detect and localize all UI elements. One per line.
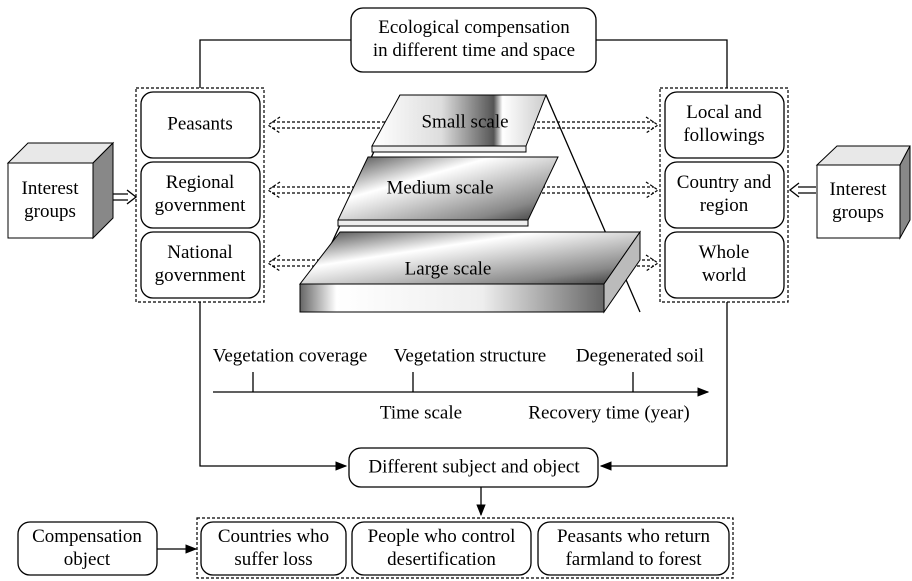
title-line: Ecological compensation — [378, 17, 570, 38]
left-box-label: government — [155, 265, 246, 286]
right-box-label: world — [702, 265, 747, 286]
connector — [601, 302, 727, 466]
axis-label: Time scale — [380, 402, 462, 423]
right-box-label: Whole — [699, 242, 750, 263]
interest-label: groups — [24, 201, 76, 222]
right-box-label: followings — [683, 125, 764, 146]
scale-label: Medium scale — [386, 177, 493, 198]
scale-label: Small scale — [421, 111, 508, 132]
object-label: farmland to forest — [565, 549, 702, 570]
stage-label: Vegetation coverage — [213, 345, 368, 366]
stage-label: Vegetation structure — [394, 345, 546, 366]
right-box-label: region — [700, 195, 749, 216]
title-line: in different time and space — [373, 40, 575, 61]
object-label: desertification — [387, 549, 496, 570]
interest-label: Interest — [830, 179, 888, 200]
axis-end-label: Recovery time (year) — [528, 402, 689, 423]
right-box-label: Local and — [686, 102, 762, 123]
object-label: People who control — [368, 526, 516, 547]
compensation-label: object — [64, 549, 111, 570]
scale-label: Large scale — [405, 258, 492, 279]
right-box-label: Country and — [677, 172, 772, 193]
diagram: Ecological compensationin different time… — [0, 0, 912, 581]
left-box-label: Peasants — [167, 113, 232, 134]
compensation-label: Compensation — [32, 526, 142, 547]
axis-ticks — [253, 372, 633, 392]
connector — [200, 302, 346, 466]
left-box-label: National — [167, 242, 232, 263]
interest-label: Interest — [22, 178, 80, 199]
left-box-label: government — [155, 195, 246, 216]
object-label: Peasants who return — [557, 526, 711, 547]
object-label: Countries who — [218, 526, 329, 547]
object-label: suffer loss — [234, 549, 312, 570]
left-box-label: Regional — [166, 172, 235, 193]
stage-label: Degenerated soil — [576, 345, 704, 366]
timeline-labels: Vegetation coverage Vegetation structure D… — [213, 345, 704, 423]
interest-label: groups — [832, 202, 884, 223]
subject-label: Different subject and object — [368, 456, 580, 477]
